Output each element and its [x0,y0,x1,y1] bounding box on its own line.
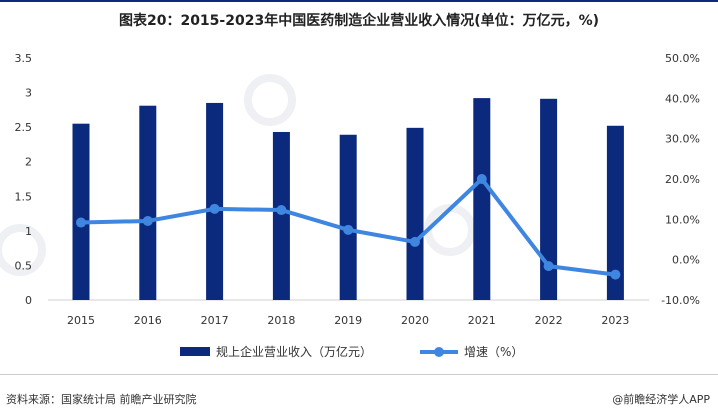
line-point [543,261,554,272]
left-tick-label: 1.5 [15,190,33,203]
x-tick-label: 2016 [134,314,162,327]
legend-bar-swatch [180,347,210,356]
bar [540,98,558,301]
brand-note: @前瞻经济学人APP [612,393,710,406]
x-tick-label: 2015 [67,314,95,327]
right-tick-label: 20.0% [665,173,700,186]
line-point [610,269,621,280]
legend-line-label: 增速（%） [464,345,523,359]
x-tick-label: 2018 [267,314,295,327]
line-point [410,236,420,247]
source-note: 资料来源：国家统计局 前瞻产业研究院 [6,393,197,406]
line-point [276,205,287,216]
watermark-logo-icon [244,74,296,126]
left-tick-label: 2 [25,156,32,169]
x-tick-label: 2019 [334,314,362,327]
legend-line-marker [434,347,444,357]
right-tick-label: 50.0% [665,52,700,65]
left-tick-label: 2.5 [15,121,33,134]
divider [0,374,718,375]
x-tick-label: 2023 [601,314,629,327]
watermark-logo-icon [0,224,46,276]
bar [272,131,290,300]
line-point [142,215,153,226]
left-tick-label: 0 [25,294,32,307]
line-point [209,203,220,214]
left-tick-label: 3 [25,87,32,100]
right-tick-label: -10.0% [661,294,700,307]
left-tick-label: 1 [25,225,32,238]
legend-bar-label: 规上企业营业收入（万亿元） [216,344,372,359]
chart-title: 图表20：2015-2023年中国医药制造企业营业收入情况(单位：万亿元，%) [118,13,600,29]
line-point [476,174,487,184]
x-tick-label: 2021 [468,314,496,327]
right-tick-label: 30.0% [665,133,700,146]
bar [473,98,491,300]
bar [339,134,357,300]
watermark-logo-icon [424,204,476,256]
right-tick-label: 10.0% [665,213,700,226]
bar [139,105,157,300]
left-tick-label: 0.5 [15,259,33,272]
x-tick-label: 2022 [535,314,563,327]
x-tick-label: 2017 [201,314,229,327]
line-point [343,224,354,235]
bar [406,127,424,300]
bar [72,123,90,300]
top-rule [0,0,718,2]
left-tick-label: 3.5 [15,52,33,65]
right-tick-label: 0.0% [672,254,700,267]
bar [606,125,624,300]
x-tick-label: 2020 [401,314,429,327]
line-point [76,217,86,228]
bar [206,102,224,300]
right-tick-label: 40.0% [665,92,700,105]
